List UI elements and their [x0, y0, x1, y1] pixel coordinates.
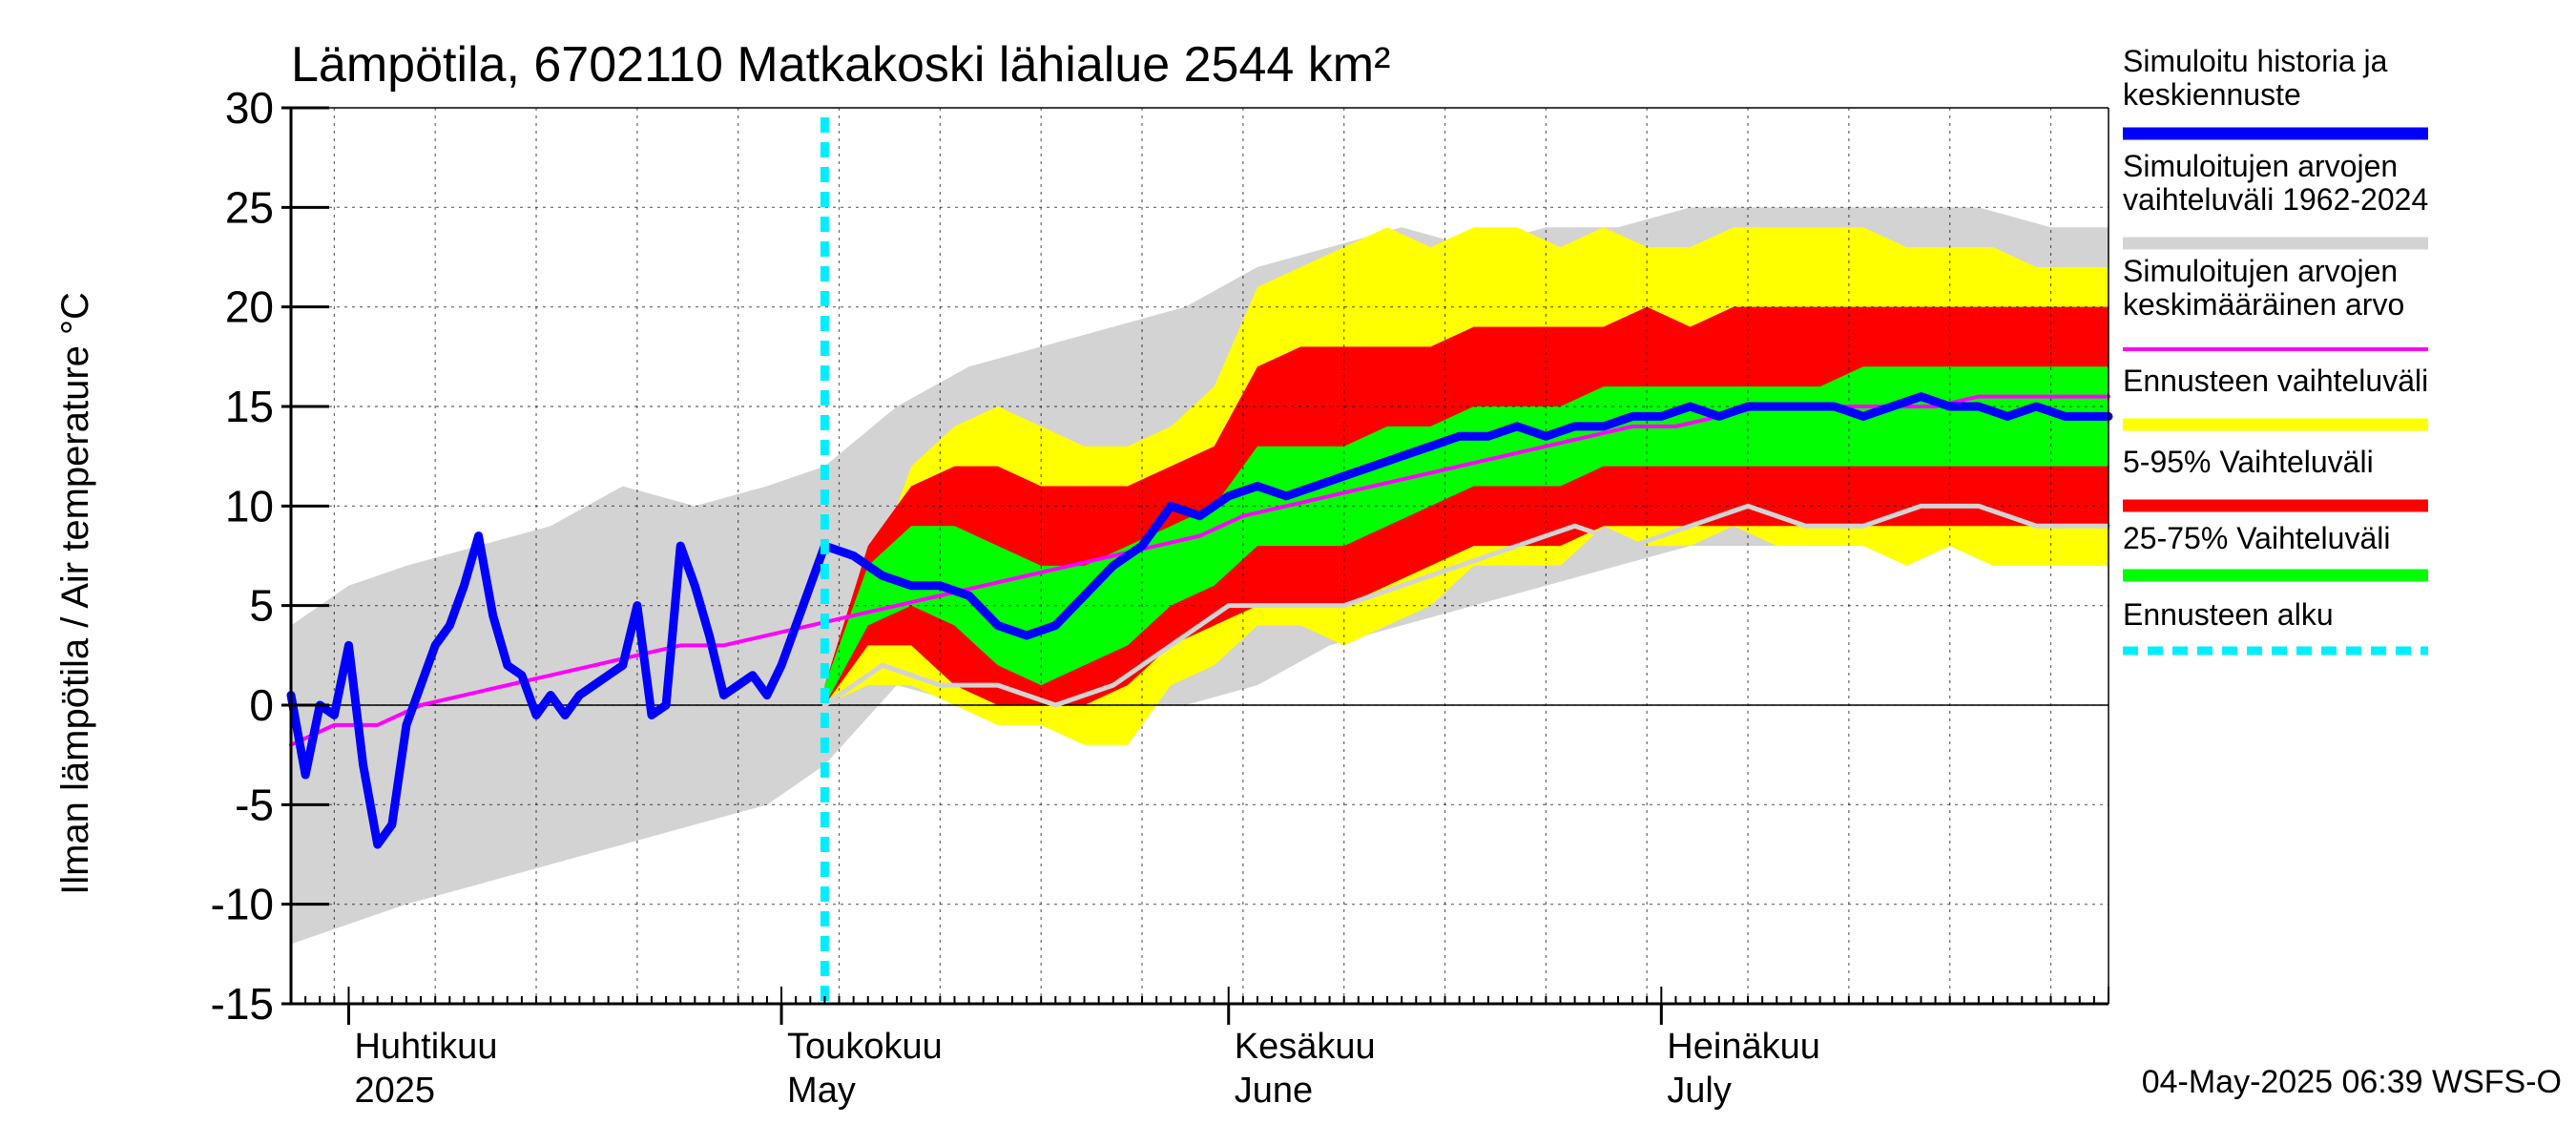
axes: -15-10-5051015202530Huhtikuu2025Toukokuu…: [211, 83, 2109, 1111]
month-label-fi: Toukokuu: [787, 1027, 943, 1067]
legend-label: Simuloitu historia ja: [2123, 44, 2388, 78]
legend-label: 5-95% Vaihteluväli: [2123, 445, 2374, 479]
month-label-en: May: [787, 1071, 856, 1111]
legend-label: keskimääräinen arvo: [2123, 287, 2404, 322]
y-tick-label: 30: [225, 83, 274, 133]
plot-area: [286, 108, 2113, 1004]
forecast-min-line: [821, 503, 2111, 708]
y-axis-label-text: Ilman lämpötila / Air temperature °C: [54, 292, 96, 895]
y-tick-label: -10: [211, 880, 274, 929]
band-25-75: [824, 366, 2109, 705]
legend-label: keskiennuste: [2123, 77, 2301, 112]
y-axis-label: Ilman lämpötila / Air temperature °C: [54, 292, 96, 895]
y-tick-label: 0: [249, 680, 274, 730]
y-tick-label: -15: [211, 979, 274, 1029]
timestamp: 04-May-2025 06:39 WSFS-O: [2142, 1064, 2562, 1100]
legend-label: Simuloitujen arvojen: [2123, 254, 2398, 288]
y-tick-label: 5: [249, 581, 274, 631]
chart-title-text: Lämpötila, 6702110 Matkakoski lähialue 2…: [291, 37, 1390, 93]
legend-label: Ennusteen vaihteluväli: [2123, 364, 2428, 398]
month-label-en: July: [1667, 1071, 1732, 1111]
legend-label: Ennusteen alku: [2123, 597, 2334, 632]
timestamp-text: 04-May-2025 06:39 WSFS-O: [2142, 1064, 2562, 1100]
month-label-fi: Huhtikuu: [354, 1027, 497, 1067]
month-label-en: 2025: [354, 1071, 435, 1111]
y-tick-label: 15: [225, 382, 274, 431]
month-label-fi: Kesäkuu: [1235, 1027, 1376, 1067]
y-tick-label: 20: [225, 282, 274, 332]
history-line: [286, 392, 2113, 849]
y-tick-label: -5: [235, 780, 274, 829]
y-tick-label: 25: [225, 182, 274, 232]
month-label-en: June: [1235, 1071, 1313, 1111]
legend-label: Simuloitujen arvojen: [2123, 149, 2398, 183]
month-label-fi: Heinäkuu: [1667, 1027, 1820, 1067]
legend-label: 25-75% Vaihteluväli: [2123, 521, 2390, 555]
legend-label: vaihteluväli 1962-2024: [2123, 182, 2428, 217]
y-tick-label: 10: [225, 481, 274, 531]
chart-title: Lämpötila, 6702110 Matkakoski lähialue 2…: [291, 37, 1390, 93]
